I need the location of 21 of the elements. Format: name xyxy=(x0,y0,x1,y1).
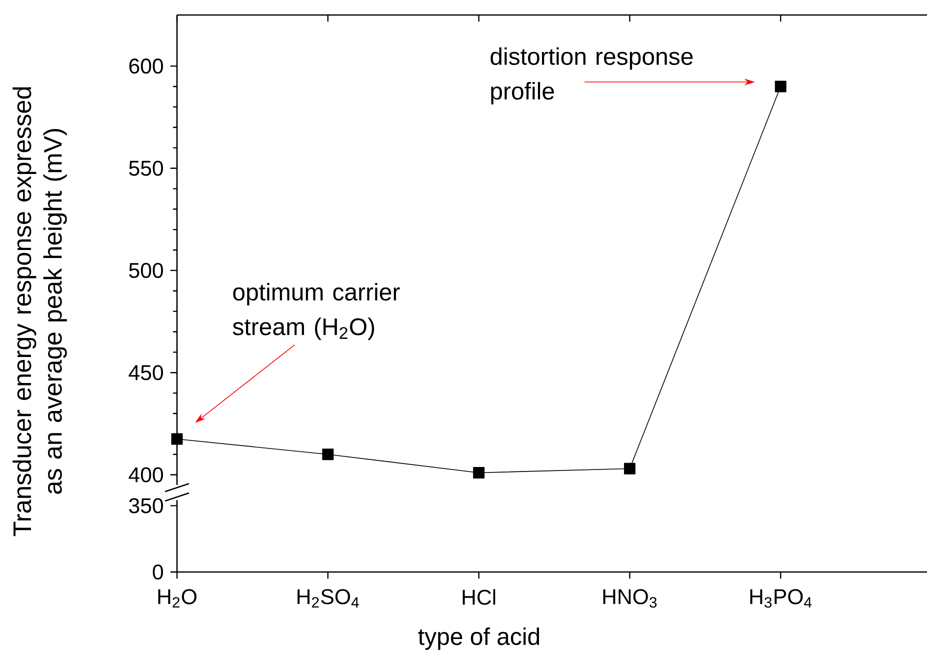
y-tick-label: 450 xyxy=(128,365,163,380)
x-tick-label: H$_{2}$SO$_{4}$ xyxy=(298,589,359,608)
annotation: optimum carrier stream (H$_{2}$O) xyxy=(232,282,400,340)
x-axis-title: type of acid xyxy=(418,627,540,650)
y-tick-label: 500 xyxy=(129,262,163,278)
x-tick-label: H$_{3}$PO$_{4}$ xyxy=(750,589,812,608)
annotation: distortion response profile xyxy=(490,47,693,104)
y-tick-label: 350 xyxy=(129,498,163,514)
y-tick-label: 550 xyxy=(129,160,163,176)
point xyxy=(322,448,334,460)
x-tick-label: H$_{2}$O xyxy=(158,589,196,608)
y-tick-label: 0 xyxy=(152,564,163,580)
x-tick-label: HCl xyxy=(462,589,496,605)
point xyxy=(171,433,183,445)
point xyxy=(774,80,786,92)
y-axis-title: Transducer energy response expressed as an average peak height (mV) xyxy=(12,87,67,536)
point xyxy=(624,462,636,474)
y-tick-label: 400 xyxy=(128,467,163,482)
y-tick-label: 600 xyxy=(129,58,163,74)
x-tick-label: HNO$_{3}$ xyxy=(603,589,657,608)
point xyxy=(473,467,485,478)
